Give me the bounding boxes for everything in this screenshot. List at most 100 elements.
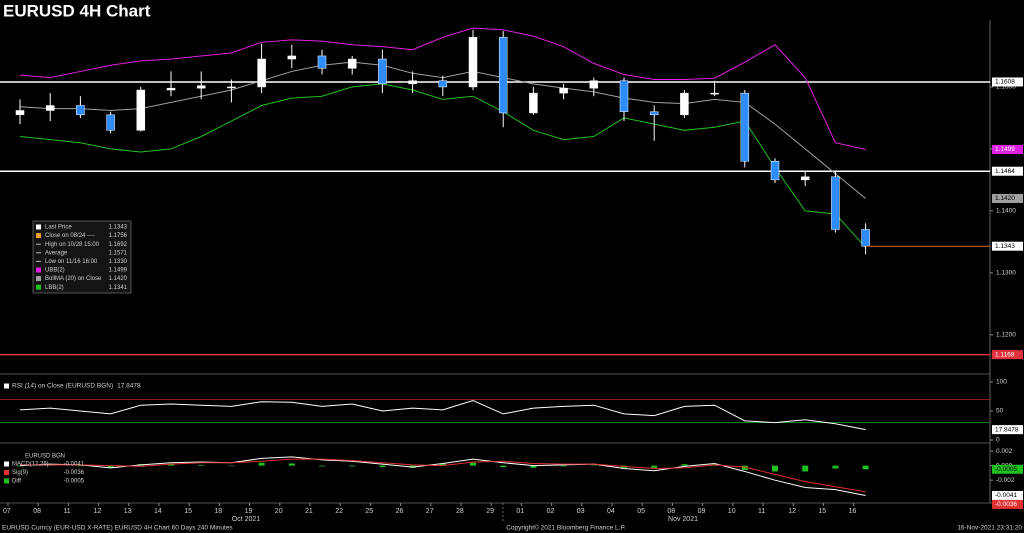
legend-value: -0.0036 [64,470,85,476]
candle-body [76,105,85,116]
candle-body [468,37,478,88]
x-tick-label: 29 [486,508,494,515]
diff-bar [772,465,778,472]
legend-value: -0.0005 [64,479,85,485]
price-tag-bg [992,193,1023,203]
y-tick-label: 50 [996,408,1004,415]
value-tag-bg [992,490,1023,500]
legend-value: 1.1420 [109,276,128,282]
candle-body [257,58,266,88]
candle-body [770,161,780,181]
legend-name: Close on 08/24 ---- [45,233,95,239]
legend-value: 1.1343 [109,225,128,231]
candle-body [861,229,870,247]
x-tick-label: 22 [335,508,343,515]
x-tick-label: 20 [275,508,283,515]
level-tag: 1.1168 [995,351,1015,358]
value-tag: 17.8478 [995,426,1019,433]
legend-name: Diff [12,479,21,485]
candle-body [680,92,689,116]
diff-bar [832,465,839,469]
y-tick-label: -0.002 [996,477,1015,484]
x-tick-label: 12 [94,508,102,515]
diff-bar [379,465,386,468]
legend-swatch [4,383,9,389]
candle-body [227,86,236,89]
candle-body [136,89,146,131]
x-tick-label: 21 [305,508,313,515]
legend-value: 1.1330 [109,259,128,265]
x-tick-label: 16 [849,508,857,515]
candle-body [408,80,417,85]
diff-bar [168,464,174,466]
diff-bar [77,465,84,467]
value-tag-bg [992,425,1023,435]
legend-name: Last Price [45,225,72,231]
month-label: Oct 2021 [232,516,261,523]
candle-body [317,55,327,69]
x-tick-label: 04 [607,508,615,515]
legend-value: 1.1756 [109,233,128,239]
legend-value: 1.1571 [109,250,128,256]
candle-body [15,110,25,116]
legend-name: LBB(2) [45,285,64,291]
footer-right: 16-Nov-2021 23:31:20 [957,525,1022,532]
x-tick-label: 08 [33,508,41,515]
diff-bar [802,465,809,472]
legend-swatch [4,470,9,475]
legend-value: 1.1341 [109,285,128,291]
x-tick-label: 08 [667,508,675,515]
diff-bar [228,465,235,467]
diff-bar [470,462,476,466]
x-tick-label: 15 [184,508,192,515]
page-title: EURUSD 4H Chart [3,1,151,20]
y-tick-label: 1.1600 [996,84,1016,91]
diff-bar [862,465,869,470]
x-tick-label: 11 [758,508,765,515]
candle-body [589,80,599,89]
x-tick-label: 12 [788,508,796,515]
legend-value: -0.0041 [64,462,85,468]
legend-box [32,220,132,294]
candle-body [45,105,55,111]
level-tag-bg [992,77,1023,87]
value-tag: -0.0041 [995,492,1017,499]
candle-body [347,58,357,69]
x-tick-label: 13 [124,508,132,515]
legend-value: 1.1692 [109,242,128,248]
candle-body [438,80,448,88]
legend-name: High on 10/28 15:00 [45,242,100,248]
x-tick-label: 14 [154,508,162,515]
legend-value: 1.1499 [109,268,128,274]
diff-bar [198,464,205,466]
footer-center: Copyright© 2021 Bloomberg Finance L.P. [506,524,626,532]
series-line [20,458,866,493]
level-tag-bg [992,350,1023,360]
price-tag-bg [992,241,1023,251]
diff-bar [349,465,356,467]
diff-bar [319,465,325,467]
candle-body [740,92,750,162]
diff-bar [681,464,688,466]
x-tick-label: 28 [456,508,464,515]
level-tag: 1.1608 [995,79,1015,86]
y-tick-label: 100 [996,379,1007,386]
x-tick-label: 03 [577,508,585,515]
x-tick-label: 09 [698,508,706,515]
x-tick-label: 02 [547,508,555,515]
diff-bar [530,465,537,468]
candle-body [831,176,840,230]
diff-bar [107,465,114,468]
x-tick-label: 01 [516,508,524,515]
diff-bar [741,465,748,470]
legend-swatch [36,267,41,273]
series-line [19,27,866,151]
value-tag: -0.0036 [995,501,1017,508]
candle-body [559,87,568,94]
diff-bar [500,465,507,468]
candle-body [619,80,629,112]
candle-body [166,87,176,91]
x-tick-label: 26 [396,508,404,515]
value-tag-bg [992,464,1023,474]
